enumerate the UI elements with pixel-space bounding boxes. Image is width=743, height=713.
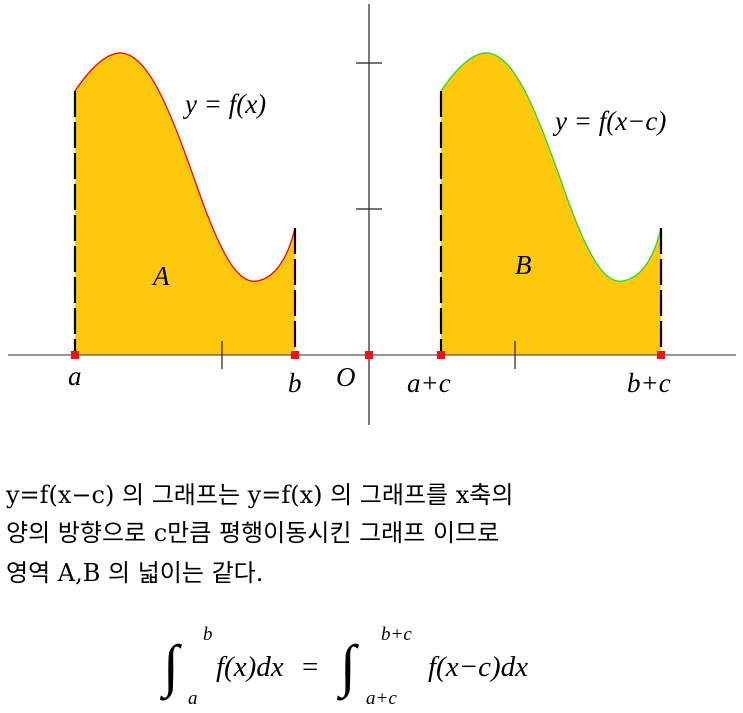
lhs-lower-limit: a — [188, 688, 198, 709]
rhs-integrand: f(x−c)dx — [428, 651, 528, 683]
region-b — [440, 52, 662, 355]
origin-label: O — [336, 362, 356, 392]
explanation-line-2: 양의 방향으로 c만큼 평행이동시킨 그래프 이므로 — [6, 519, 500, 547]
region-a — [74, 52, 296, 355]
region-a-label: A — [151, 261, 170, 291]
x-label-a-plus-c: a+c — [407, 368, 451, 398]
x-label-b-plus-c: b+c — [627, 368, 671, 398]
points — [71, 351, 665, 359]
curve-f-shifted — [440, 52, 662, 282]
rhs-upper-limit: b+c — [381, 624, 412, 645]
lhs-upper-limit: b — [203, 624, 213, 645]
x-label-a: a — [68, 361, 82, 391]
integral-sign-right: ∫ — [336, 633, 359, 701]
ticks — [221, 62, 516, 369]
rhs-lower-limit: a+c — [366, 688, 397, 709]
explanation-line-3: 영역 A,B 의 넓이는 같다. — [6, 559, 264, 587]
equals-sign: = — [302, 651, 318, 683]
curve-right-label: y = f(x−c) — [552, 106, 666, 136]
integral-sign-left: ∫ — [159, 633, 182, 701]
x-label-b: b — [288, 368, 302, 398]
region-b-label: B — [515, 250, 532, 280]
curve-left-label: y = f(x) — [182, 89, 266, 119]
graph: y = f(x) y = f(x−c) A B a b O a+c b+c — [8, 4, 736, 425]
curve-f — [74, 52, 296, 282]
lhs-integrand: f(x)dx — [216, 651, 284, 683]
dashed-boundaries — [73, 91, 663, 355]
explanation-line-1: y=f(x−c) 의 그래프는 y=f(x) 의 그래프를 x축의 — [6, 481, 514, 509]
